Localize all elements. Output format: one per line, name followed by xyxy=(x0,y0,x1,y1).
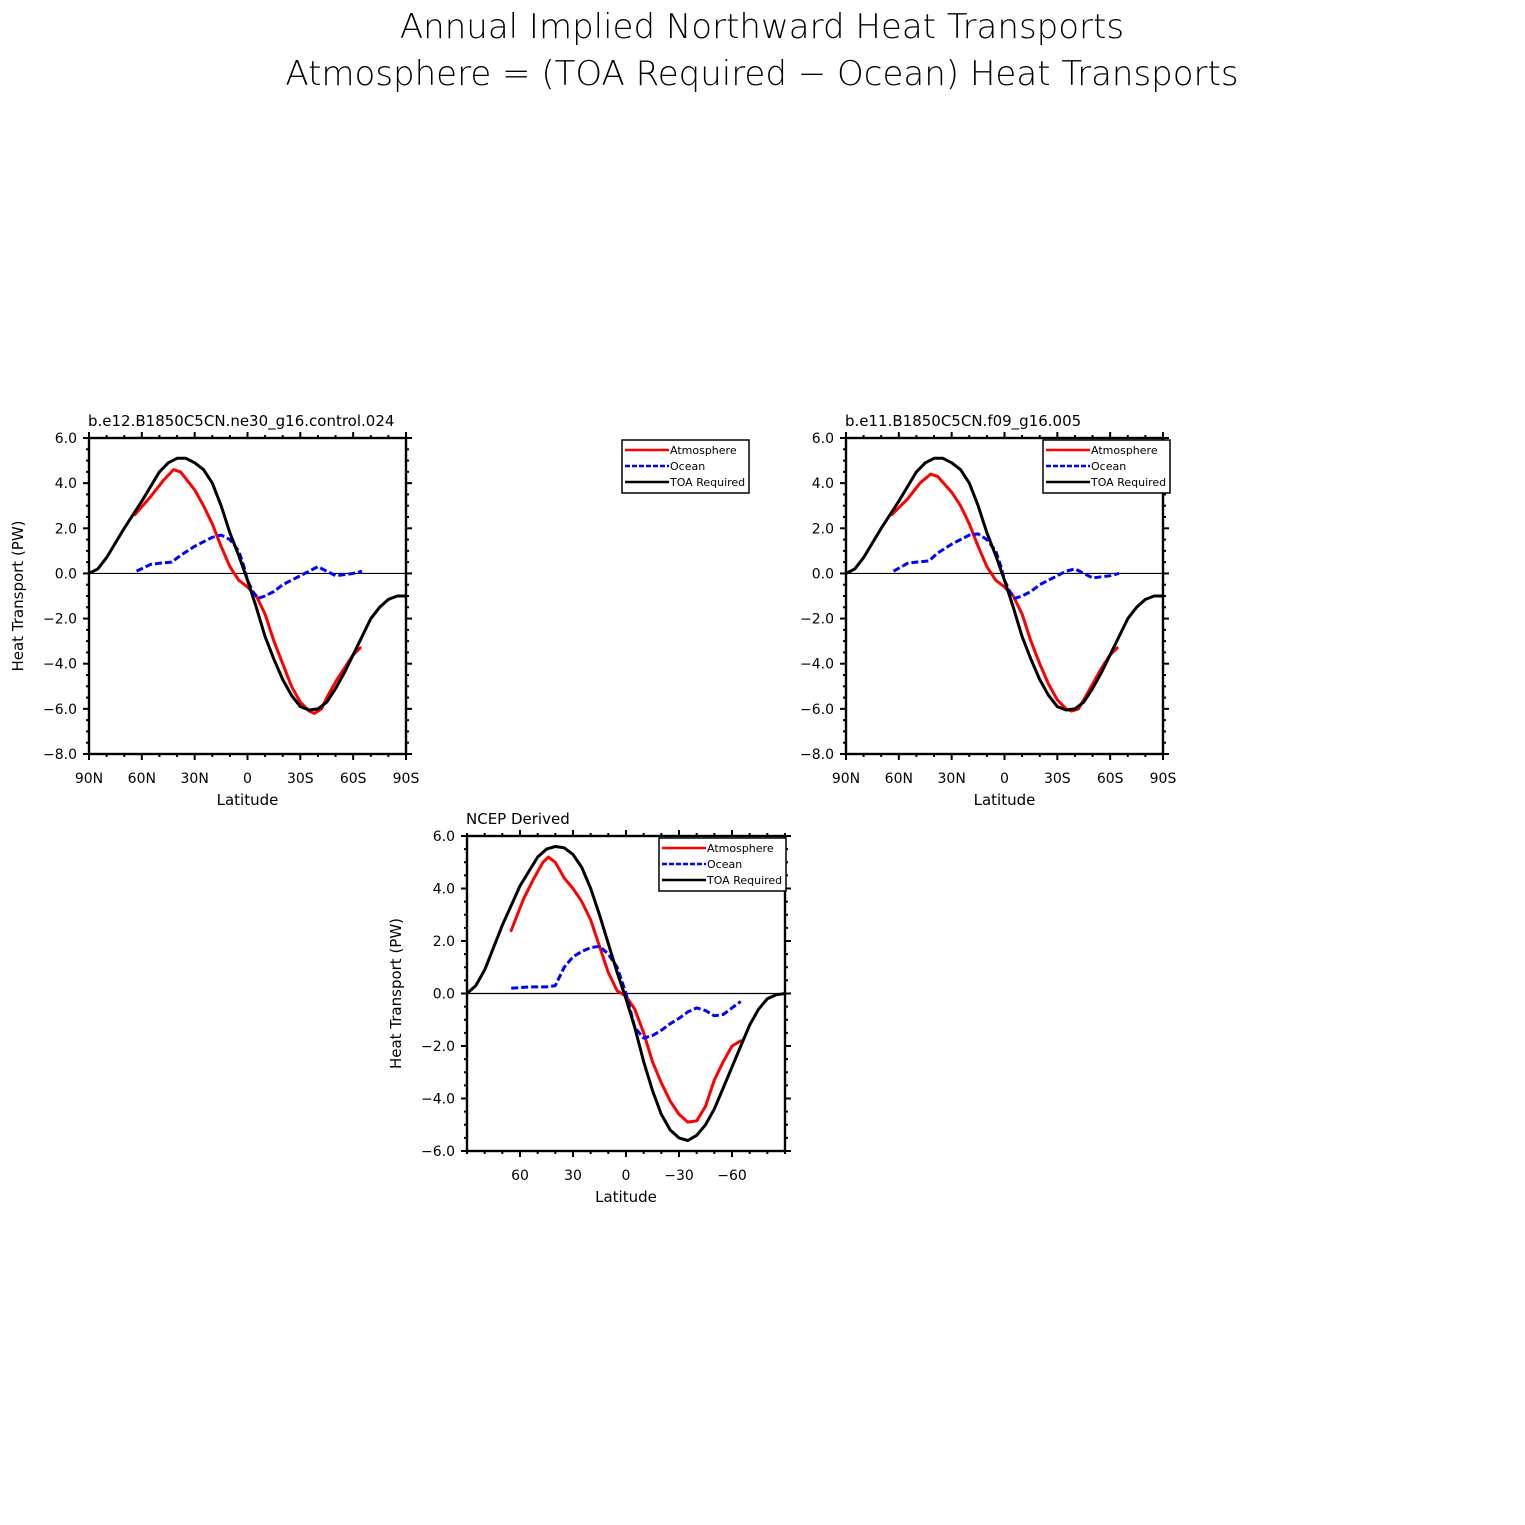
series-line-toa-required xyxy=(89,456,406,712)
y-tick-label: 0.0 xyxy=(433,987,455,1003)
x-tick-label: 90N xyxy=(832,771,860,787)
legend: Atmosphere Ocean TOA Required xyxy=(621,439,750,494)
legend-label: Atmosphere xyxy=(707,842,774,855)
legend-label: TOA Required xyxy=(706,874,782,887)
y-tick-label: −2.0 xyxy=(43,612,77,628)
legend-label: Ocean xyxy=(1091,460,1126,473)
y-tick-label: −4.0 xyxy=(43,657,77,673)
x-axis-label: Latitude xyxy=(595,1188,657,1206)
x-tick-label: 60S xyxy=(1097,771,1124,787)
y-tick-label: −6.0 xyxy=(421,1144,455,1160)
y-tick-label: −8.0 xyxy=(43,747,77,763)
series-line-toa-required xyxy=(846,456,1163,712)
legend-label: TOA Required xyxy=(1090,476,1166,489)
legend-label: Atmosphere xyxy=(670,444,737,457)
x-tick-label: 0 xyxy=(243,771,252,787)
series-line-atmosphere xyxy=(890,472,1119,713)
panel-title: b.e11.B1850C5CN.f09_g16.005 xyxy=(845,412,1081,431)
x-tick-label: 30S xyxy=(287,771,314,787)
y-tick-label: 0.0 xyxy=(812,566,834,582)
x-tick-label: 60 xyxy=(511,1168,529,1184)
series-line-ocean xyxy=(511,944,742,1040)
x-tick-label: 30N xyxy=(181,771,209,787)
legend-label: Atmosphere xyxy=(1091,444,1158,457)
x-tick-label: 0 xyxy=(1000,771,1009,787)
x-tick-label: 0 xyxy=(622,1168,631,1184)
y-axis-label: Heat Transport (PW) xyxy=(9,520,27,671)
x-tick-label: 30 xyxy=(564,1168,582,1184)
y-tick-label: 2.0 xyxy=(55,521,77,537)
figure-subtitle: Atmosphere = (TOA Required − Ocean) Heat… xyxy=(285,54,1238,94)
y-tick-label: 2.0 xyxy=(433,934,455,950)
series-line-ocean xyxy=(135,533,363,600)
y-tick-label: 6.0 xyxy=(55,431,77,447)
legend: Atmosphere Ocean TOA Required xyxy=(1042,439,1171,494)
x-tick-label: −60 xyxy=(717,1168,747,1184)
y-tick-label: 2.0 xyxy=(812,521,834,537)
x-tick-label: 60N xyxy=(885,771,913,787)
y-tick-label: 6.0 xyxy=(812,431,834,447)
y-tick-label: 6.0 xyxy=(433,829,455,845)
chart-panel-1: b.e12.B1850C5CN.ne30_g16.control.024 6.0 4… xyxy=(9,412,750,809)
series-line-toa-required xyxy=(467,845,785,1142)
legend-label: TOA Required xyxy=(669,476,745,489)
y-axis-label: Heat Transport (PW) xyxy=(387,918,405,1069)
x-tick-label: −30 xyxy=(664,1168,694,1184)
legend-label: Ocean xyxy=(707,858,742,871)
x-tick-label: 90S xyxy=(393,771,420,787)
y-tick-label: 0.0 xyxy=(55,566,77,582)
y-tick-label: −6.0 xyxy=(800,702,834,718)
y-tick-label: −6.0 xyxy=(43,702,77,718)
y-tick-label: 4.0 xyxy=(433,882,455,898)
y-tick-label: 4.0 xyxy=(55,476,77,492)
series-line-atmosphere xyxy=(133,468,362,715)
y-tick-label: 4.0 xyxy=(812,476,834,492)
x-tick-label: 90N xyxy=(75,771,103,787)
legend-label: Ocean xyxy=(670,460,705,473)
y-tick-label: −2.0 xyxy=(800,612,834,628)
legend: Atmosphere Ocean TOA Required xyxy=(658,837,787,892)
figure-title: Annual Implied Northward Heat Transports xyxy=(400,7,1124,47)
panel-title: NCEP Derived xyxy=(466,810,570,828)
x-axis-label: Latitude xyxy=(217,791,279,809)
y-tick-label: −4.0 xyxy=(800,657,834,673)
x-tick-label: 60N xyxy=(128,771,156,787)
panels: b.e12.B1850C5CN.ne30_g16.control.024 6.0 4… xyxy=(9,412,1176,1206)
chart-panel-3: NCEP Derived 6.0 4.0 2.0 0.0 −2.0 −4.0 −6.0 60 30… xyxy=(387,810,791,1206)
x-tick-label: 60S xyxy=(340,771,367,787)
y-tick-label: −8.0 xyxy=(800,747,834,763)
series-line-atmosphere xyxy=(509,855,743,1124)
panel-title: b.e12.B1850C5CN.ne30_g16.control.024 xyxy=(88,412,394,431)
x-tick-label: 90S xyxy=(1150,771,1177,787)
series-line-ocean xyxy=(892,532,1120,600)
x-tick-label: 30S xyxy=(1044,771,1071,787)
x-axis-label: Latitude xyxy=(974,791,1036,809)
x-tick-label: 30N xyxy=(938,771,966,787)
y-tick-label: −4.0 xyxy=(421,1092,455,1108)
plot-frame xyxy=(87,436,408,756)
y-tick-label: −2.0 xyxy=(421,1039,455,1055)
chart-panel-2: b.e11.B1850C5CN.f09_g16.005 6.0 4.0 2.0 0.0 −… xyxy=(800,412,1176,809)
